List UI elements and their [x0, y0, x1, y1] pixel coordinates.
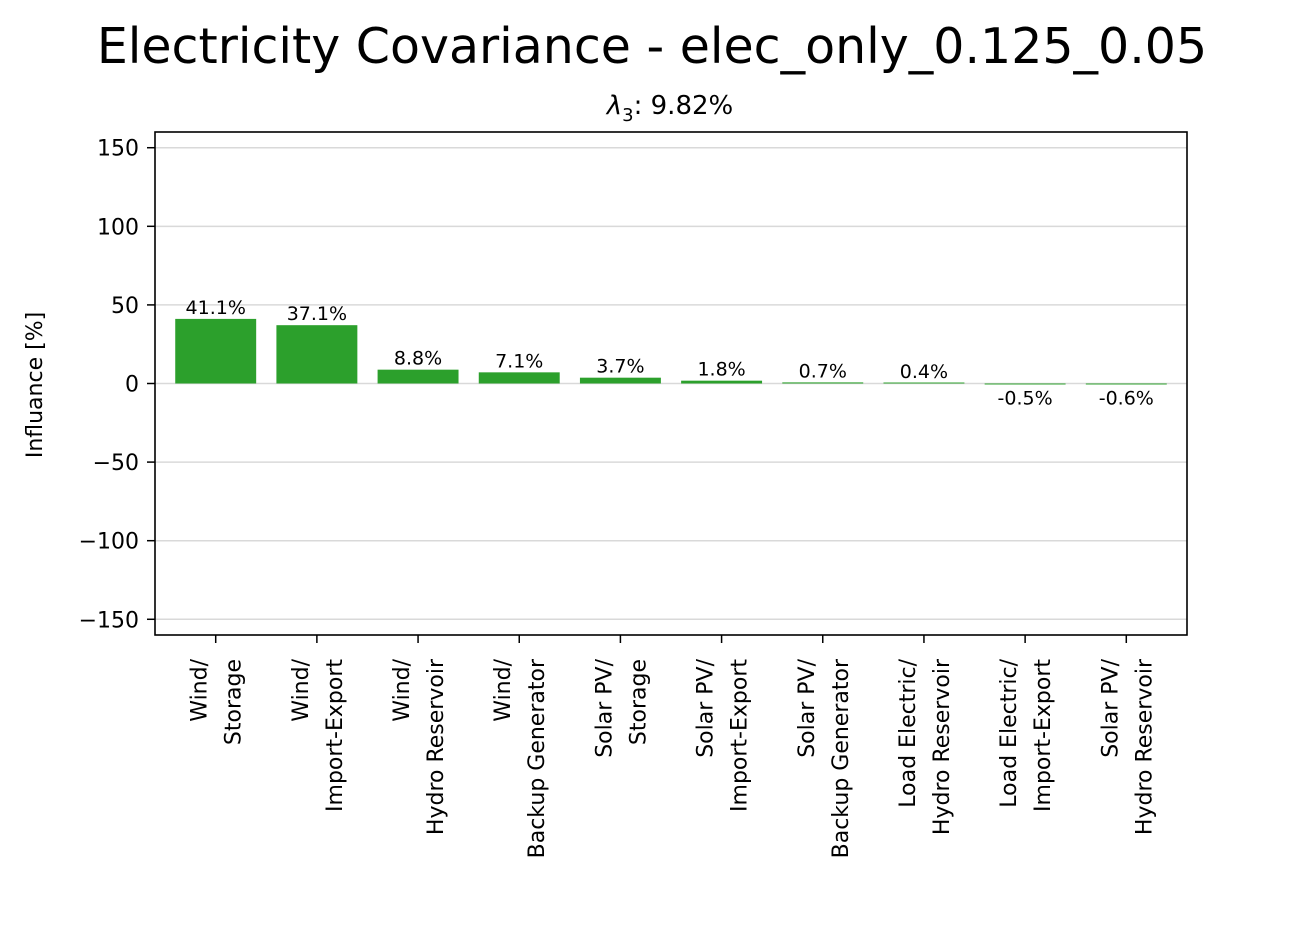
- y-tick-label: 100: [97, 215, 139, 240]
- bar-value-label: 1.8%: [697, 359, 745, 381]
- chart-subtitle: λ3: 9.82%: [605, 91, 733, 126]
- y-tick-label: −100: [79, 530, 139, 555]
- x-tick-label: Load Electric/: [896, 658, 921, 807]
- x-tick-label: Wind/: [188, 658, 213, 721]
- x-tick-label: Hydro Reservoir: [930, 658, 955, 835]
- subtitle-value: : 9.82%: [634, 91, 734, 121]
- bars: [175, 318, 1167, 385]
- bar-value-label: 7.1%: [495, 350, 543, 372]
- x-tick-label: Load Electric/: [997, 658, 1022, 807]
- x-tick-label: Solar PV/: [1098, 658, 1123, 757]
- x-tick-label: Wind/: [491, 658, 516, 721]
- bar: [984, 383, 1066, 385]
- bar: [276, 325, 358, 384]
- x-tick-label: Backup Generator: [525, 658, 550, 858]
- x-tick-label: Hydro Reservoir: [424, 658, 449, 835]
- x-tick-label: Solar PV/: [694, 658, 719, 757]
- bar: [1085, 383, 1167, 385]
- x-axis: Wind/Storage Wind/Import-Export Wind/Hydro…: [188, 635, 1157, 858]
- x-tick-label: Wind/: [390, 658, 415, 721]
- bar: [377, 369, 459, 384]
- x-tick-label: Storage: [222, 659, 247, 745]
- y-tick-label: −150: [79, 608, 139, 633]
- bar: [782, 382, 864, 384]
- x-tick-label: Import-Export: [323, 659, 348, 812]
- chart-title: Electricity Covariance - elec_only_0.125…: [97, 18, 1207, 75]
- bar-value-label: -0.6%: [1099, 387, 1154, 409]
- y-tick-label: 150: [97, 137, 139, 162]
- y-tick-label: 50: [111, 294, 139, 319]
- bar: [579, 377, 661, 384]
- x-tick-label: Import-Export: [1031, 659, 1056, 812]
- x-tick-label: Solar PV/: [592, 658, 617, 757]
- bar-value-label: 3.7%: [596, 356, 644, 378]
- bar-value-label: 41.1%: [186, 297, 246, 319]
- bar: [883, 382, 965, 384]
- bar-value-label: -0.5%: [998, 387, 1053, 409]
- y-tick-label: −50: [93, 451, 139, 476]
- bar: [478, 372, 560, 384]
- x-tick-label: Storage: [626, 659, 651, 745]
- value-labels: 41.1% 37.1% 8.8% 7.1% 3.7% 1.8% 0.7% 0.4% -0.5% -…: [186, 297, 1154, 410]
- subtitle-symbol: λ: [605, 91, 622, 121]
- bar: [681, 380, 763, 384]
- bar-value-label: 0.4%: [900, 361, 948, 383]
- x-tick-label: Solar PV/: [795, 658, 820, 757]
- x-tick-label: Backup Generator: [829, 658, 854, 858]
- subtitle-subscript: 3: [622, 105, 633, 126]
- y-axis: −150 −100 −50 0 50 100 150: [79, 137, 155, 633]
- y-axis-label: Influance [%]: [23, 312, 48, 458]
- x-tick-label: Hydro Reservoir: [1132, 658, 1157, 835]
- bar-value-label: 8.8%: [394, 348, 442, 370]
- y-tick-label: 0: [125, 373, 139, 398]
- bar-value-label: 37.1%: [287, 303, 347, 325]
- x-tick-label: Import-Export: [728, 659, 753, 812]
- x-tick-label: Wind/: [289, 658, 314, 721]
- bar: [175, 318, 257, 384]
- bar-value-label: 0.7%: [799, 360, 847, 382]
